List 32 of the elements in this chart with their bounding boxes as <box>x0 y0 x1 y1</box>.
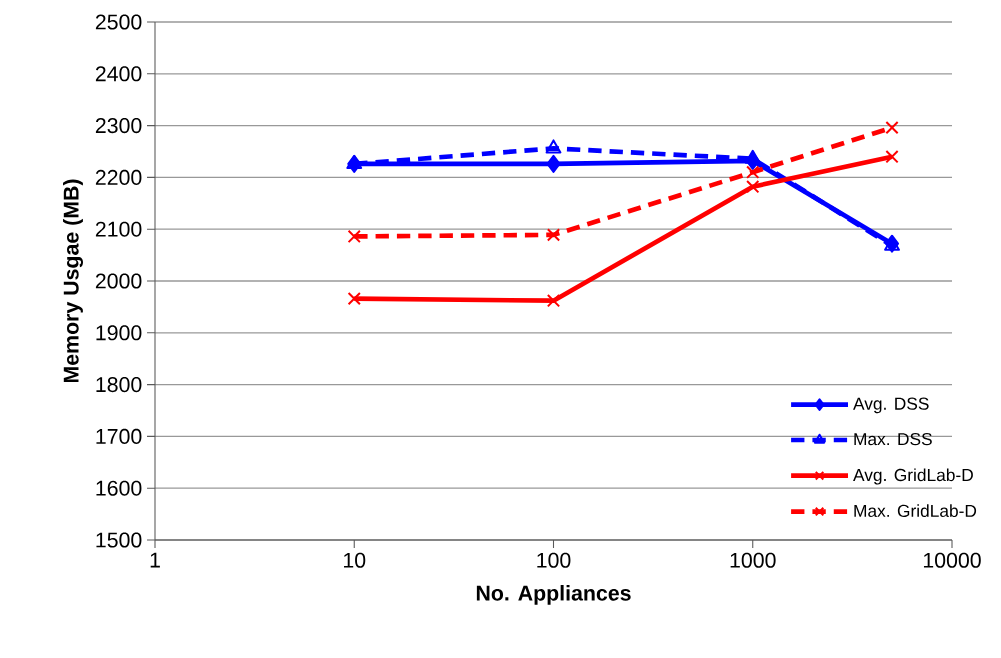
point <box>346 154 363 169</box>
y-tick-label: 1500 <box>96 532 142 548</box>
y-tick-label: 1600 <box>96 480 142 496</box>
x-axis-title: No. Appliances <box>476 584 631 605</box>
y-tick-label: 1900 <box>96 325 142 341</box>
x-tick-label: 1 <box>150 552 160 568</box>
point <box>746 180 760 194</box>
y-tick-label: 2400 <box>95 66 142 82</box>
point <box>546 154 561 173</box>
x-tick-label: 10000 <box>923 552 981 568</box>
y-tick-label: 2100 <box>95 221 142 237</box>
y-tick-label: 2200 <box>95 169 142 185</box>
point <box>744 149 761 164</box>
y-axis-title: Memory Usgae (MB) <box>63 179 83 383</box>
y-tick-label: 1700 <box>96 428 142 444</box>
y-tick-label: 2300 <box>95 118 142 134</box>
point <box>546 294 561 308</box>
legend-label: Max. DSS <box>854 432 932 446</box>
y-tick-label: 1800 <box>96 377 142 393</box>
y-tick-label: 2500 <box>95 14 142 30</box>
point <box>545 139 562 154</box>
x-tick-label: 10 <box>344 552 366 568</box>
legend-label: Max. GridLab-D <box>854 504 977 518</box>
legend-label: Avg. DSS <box>853 397 929 414</box>
x-tick-label: 1000 <box>730 552 776 568</box>
point <box>546 228 561 242</box>
legend-label: Avg. GridLab-D <box>853 468 973 485</box>
x-tick-label: 100 <box>537 552 571 568</box>
point <box>746 165 760 179</box>
point <box>347 291 361 306</box>
y-tick-label: 2000 <box>95 273 142 289</box>
point <box>347 229 361 244</box>
